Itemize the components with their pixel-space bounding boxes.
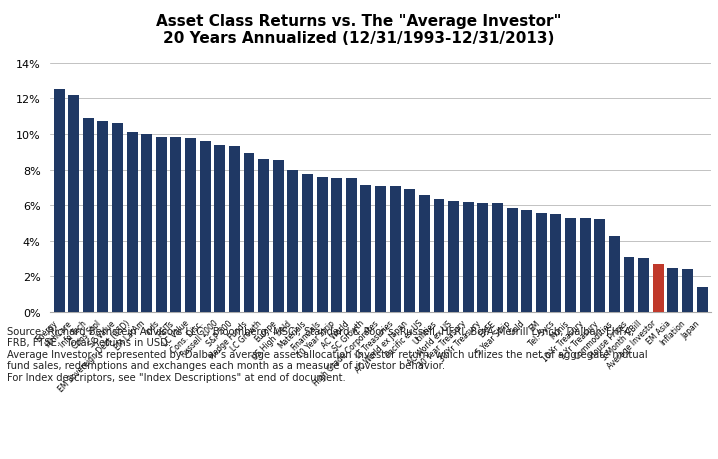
- Bar: [434, 199, 444, 312]
- Bar: [141, 134, 152, 312]
- Bar: [126, 133, 138, 312]
- Bar: [390, 187, 401, 312]
- Bar: [375, 186, 386, 312]
- Bar: [536, 213, 547, 312]
- Bar: [302, 174, 313, 312]
- Bar: [98, 122, 108, 312]
- Bar: [653, 264, 663, 312]
- Bar: [258, 159, 269, 312]
- Bar: [551, 214, 561, 312]
- Bar: [579, 219, 591, 312]
- Bar: [346, 179, 357, 312]
- Bar: [419, 196, 430, 312]
- Bar: [404, 190, 415, 312]
- Bar: [170, 138, 182, 312]
- Bar: [200, 142, 210, 312]
- Bar: [638, 258, 649, 312]
- Bar: [273, 160, 284, 312]
- Text: Asset Class Returns vs. The "Average Investor"
20 Years Annualized (12/31/1993-1: Asset Class Returns vs. The "Average Inv…: [157, 14, 561, 46]
- Bar: [667, 269, 679, 312]
- Bar: [595, 220, 605, 312]
- Bar: [507, 208, 518, 312]
- Bar: [156, 137, 167, 312]
- Bar: [521, 211, 532, 312]
- Bar: [448, 201, 459, 312]
- Bar: [243, 154, 254, 312]
- Bar: [229, 147, 240, 312]
- Bar: [287, 170, 299, 312]
- Bar: [317, 177, 327, 312]
- Bar: [462, 203, 474, 312]
- Bar: [68, 95, 79, 312]
- Bar: [331, 178, 342, 312]
- Bar: [185, 139, 196, 312]
- Bar: [492, 204, 503, 312]
- Bar: [477, 204, 488, 312]
- Bar: [623, 257, 635, 312]
- Bar: [112, 124, 123, 312]
- Bar: [54, 90, 65, 312]
- Bar: [565, 218, 576, 312]
- Bar: [83, 119, 94, 312]
- Bar: [682, 269, 693, 312]
- Bar: [696, 287, 707, 312]
- Bar: [360, 185, 371, 312]
- Bar: [214, 146, 225, 312]
- Text: Source: Richard Bernstein Advisors LLC., Bloomberg, MSCI, Standard & Poor's, Rus: Source: Richard Bernstein Advisors LLC.,…: [7, 326, 648, 382]
- Bar: [609, 237, 620, 312]
